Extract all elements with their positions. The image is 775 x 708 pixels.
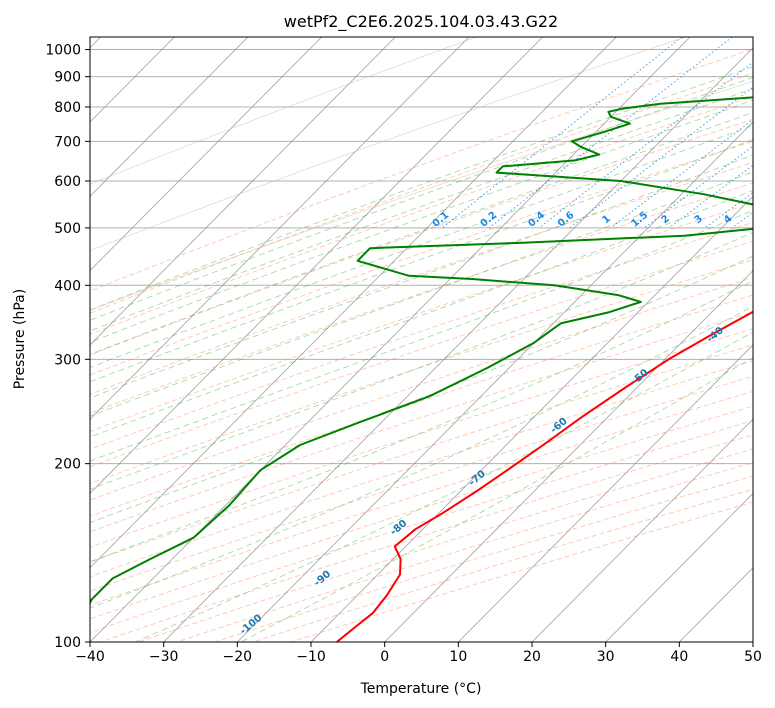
x-tick-label: −40 <box>75 649 105 665</box>
y-tick-label: 800 <box>54 100 81 116</box>
moist-adiabat-line <box>90 111 753 355</box>
isotherm-line <box>90 37 322 272</box>
isotherm-line <box>90 37 249 197</box>
dry-adiabat-line <box>90 259 753 485</box>
mixing-ratio-line <box>569 86 753 229</box>
isotherm-line <box>163 47 753 642</box>
dry-adiabat-line <box>90 182 753 414</box>
dry-adiabat-line <box>90 375 753 592</box>
y-axis-ticks: 100 200 300 400 500 600 700 800 900 1000 <box>45 43 90 651</box>
y-tick-label: 100 <box>54 635 81 651</box>
boundary-curve <box>90 37 477 185</box>
y-axis-label: Pressure (hPa) <box>12 289 28 389</box>
x-tick-label: 40 <box>670 649 688 665</box>
moist-adiabat-line <box>90 99 753 343</box>
temperature-profile-line <box>336 310 753 642</box>
x-tick-label: −10 <box>296 649 326 665</box>
y-tick-label: 700 <box>54 134 81 150</box>
dry-adiabat-line <box>90 48 753 292</box>
dry-adiabat-line <box>90 344 753 563</box>
mixing-ratio-lines <box>441 37 753 229</box>
dry-adiabat-lines <box>90 48 753 642</box>
moist-adiabat-line <box>90 171 753 417</box>
moist-adiabat-lines <box>90 66 753 642</box>
moist-adiabat-line <box>134 331 753 642</box>
dry-adiabat-line <box>90 277 753 501</box>
x-tick-label: −30 <box>149 649 179 665</box>
isotherm-line <box>90 37 396 346</box>
isotherm-line <box>458 344 753 642</box>
y-tick-label: 400 <box>54 278 81 294</box>
isotherm-lines <box>90 37 753 642</box>
dry-adiabat-line <box>90 240 753 468</box>
sounding-series <box>90 96 753 642</box>
dry-adiabat-line <box>90 390 753 606</box>
boundary-curves <box>90 37 753 311</box>
x-axis-label: Temperature (°C) <box>360 681 482 697</box>
dry-adiabat-line <box>90 311 753 533</box>
y-tick-label: 200 <box>54 457 81 473</box>
moist-adiabat-line <box>240 357 753 642</box>
x-axis-ticks: −40 −30 −20 −10 0 10 20 30 40 50 <box>75 642 762 665</box>
moist-adiabat-line <box>90 189 753 438</box>
plot-area: -100-90-80-70-60-50-40-30-20-100.10.20.4… <box>90 37 753 642</box>
dry-adiabat-line <box>90 221 753 450</box>
boundary-curve <box>90 37 686 252</box>
isotherm-line <box>384 270 753 642</box>
dry-adiabat-line <box>90 360 753 578</box>
dry-adiabat-line <box>90 294 753 517</box>
x-tick-label: 50 <box>744 649 762 665</box>
isotherm-line <box>90 37 543 495</box>
plot-frame <box>89 36 754 643</box>
boundary-curve <box>90 80 753 311</box>
y-tick-label: 600 <box>54 174 81 190</box>
mixing-ratio-line <box>538 61 753 229</box>
x-tick-label: 30 <box>597 649 615 665</box>
y-tick-label: 900 <box>54 70 81 86</box>
isotherm-line <box>531 418 753 642</box>
dry-adiabat-line <box>90 96 753 335</box>
y-tick-label: 500 <box>54 221 81 237</box>
chart-title: wetPf2_C2E6.2025.104.03.43.G22 <box>284 12 558 32</box>
x-tick-label: 10 <box>449 649 467 665</box>
isotherm-line <box>90 37 617 569</box>
moist-adiabat-line <box>90 66 753 311</box>
isotherm-line <box>90 37 470 420</box>
isobar-gridlines <box>90 49 753 642</box>
dry-adiabat-line <box>90 162 753 395</box>
dry-adiabat-line <box>90 140 753 376</box>
dewpoint-profile-line <box>90 96 753 605</box>
x-tick-label: 0 <box>380 649 389 665</box>
moist-adiabat-line <box>90 280 753 563</box>
moist-adiabat-line <box>90 210 753 462</box>
mixing-ratio-line <box>441 37 683 229</box>
isotherm-line <box>90 37 691 642</box>
dry-adiabat-line <box>90 328 753 548</box>
moist-adiabat-line <box>90 125 753 368</box>
y-tick-label: 1000 <box>45 43 81 59</box>
dry-adiabat-line <box>90 202 753 432</box>
isotherm-line <box>605 492 753 642</box>
mixing-ratio-line <box>610 119 753 229</box>
y-tick-label: 300 <box>54 352 81 368</box>
x-tick-label: 20 <box>523 649 541 665</box>
x-tick-label: −20 <box>223 649 253 665</box>
moist-adiabat-line <box>90 154 753 399</box>
